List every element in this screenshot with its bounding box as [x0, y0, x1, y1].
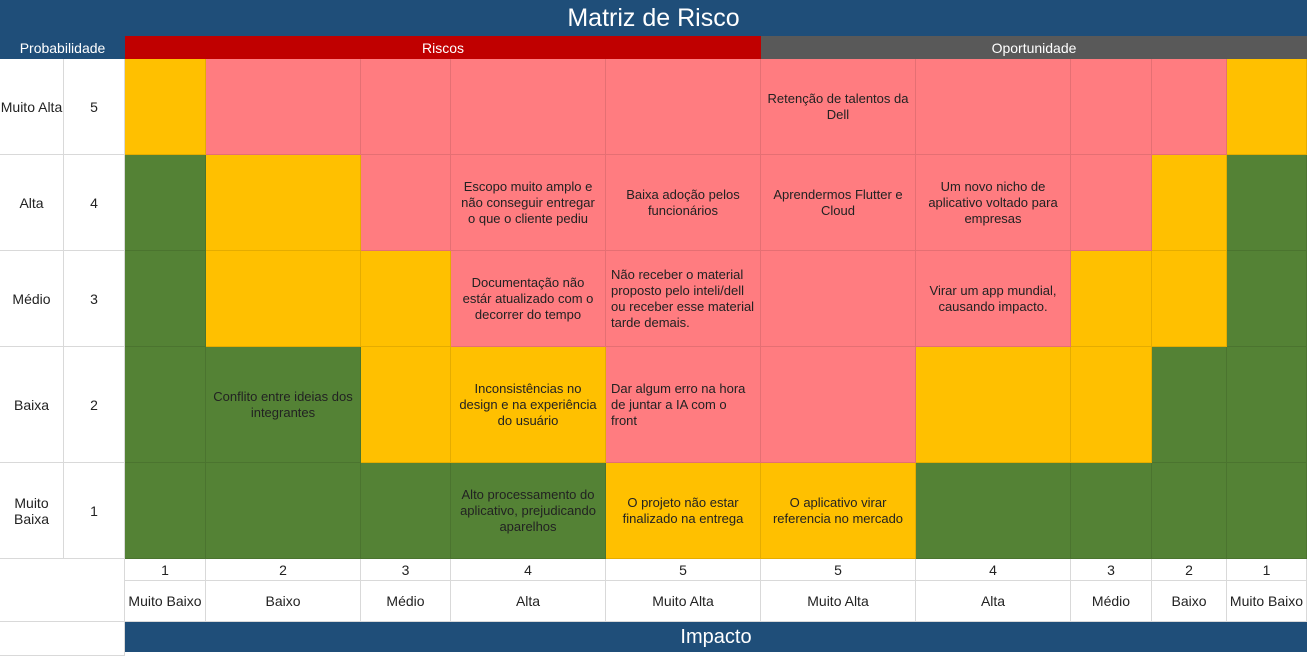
impact-label: Médio	[361, 581, 451, 622]
risk-item: Alto processamento do aplicativo, prejud…	[451, 463, 606, 559]
impact-level: 4	[451, 559, 606, 581]
risk-item: Documentação não estár atualizado com o …	[451, 251, 606, 347]
risk-item: O aplicativo virar referencia no mercado	[761, 463, 916, 559]
probability-level: 5	[64, 59, 125, 155]
probability-level: 2	[64, 347, 125, 463]
impact-label: Alta	[916, 581, 1071, 622]
impact-level: 5	[606, 559, 761, 581]
risk-item: Conflito entre ideias dos integrantes	[206, 347, 361, 463]
matrix-cell	[125, 251, 206, 347]
risk-item: Baixa adoção pelos funcionários	[606, 155, 761, 251]
risk-item: Retenção de talentos da Dell	[761, 59, 916, 155]
matrix-cell	[916, 59, 1071, 155]
impact-level: 3	[361, 559, 451, 581]
riscos-header: Riscos	[125, 36, 761, 59]
probability-level: 3	[64, 251, 125, 347]
impact-label: Muito Alta	[606, 581, 761, 622]
matrix-cell	[1227, 463, 1307, 559]
risk-item: Inconsistências no design e na experiênc…	[451, 347, 606, 463]
risk-item: O projeto não estar finalizado na entreg…	[606, 463, 761, 559]
impact-footer-corner	[0, 622, 125, 656]
matrix-cell	[361, 463, 451, 559]
risk-item: Aprendermos Flutter e Cloud	[761, 155, 916, 251]
probability-level: 1	[64, 463, 125, 559]
impact-corner	[0, 559, 125, 622]
probability-label: Muito Alta	[0, 59, 64, 155]
impact-level: 3	[1071, 559, 1152, 581]
impact-label: Muito Baixo	[1227, 581, 1307, 622]
impact-label: Médio	[1071, 581, 1152, 622]
matrix-cell	[1071, 155, 1152, 251]
impacto-label: Impacto	[125, 622, 1307, 652]
matrix-cell	[1227, 155, 1307, 251]
impact-level: 2	[206, 559, 361, 581]
matrix-cell	[125, 59, 206, 155]
matrix-cell	[916, 347, 1071, 463]
probability-label: Baixa	[0, 347, 64, 463]
matrix-cell	[1152, 463, 1227, 559]
risk-item: Um novo nicho de aplicativo voltado para…	[916, 155, 1071, 251]
matrix-cell	[1071, 463, 1152, 559]
impact-label: Muito Baixo	[125, 581, 206, 622]
matrix-cell	[125, 463, 206, 559]
matrix-cell	[206, 59, 361, 155]
impact-label: Muito Alta	[761, 581, 916, 622]
matrix-cell	[761, 251, 916, 347]
matrix-cell	[1071, 59, 1152, 155]
impact-level: 5	[761, 559, 916, 581]
impact-label: Baixo	[1152, 581, 1227, 622]
impact-level: 1	[125, 559, 206, 581]
matrix-cell	[761, 347, 916, 463]
matrix-cell	[1152, 59, 1227, 155]
matrix-cell	[361, 251, 451, 347]
impact-level: 1	[1227, 559, 1307, 581]
impact-level: 2	[1152, 559, 1227, 581]
matrix-cell	[206, 463, 361, 559]
matrix-cell	[1152, 347, 1227, 463]
probability-label: Médio	[0, 251, 64, 347]
matrix-cell	[1227, 251, 1307, 347]
matrix-cell	[916, 463, 1071, 559]
page-title: Matriz de Risco	[0, 0, 1307, 36]
probability-level: 4	[64, 155, 125, 251]
impact-level: 4	[916, 559, 1071, 581]
matrix-cell	[1152, 251, 1227, 347]
matrix-cell	[206, 155, 361, 251]
risk-item: Não receber o material proposto pelo int…	[606, 251, 761, 347]
matrix-cell	[125, 155, 206, 251]
matrix-cell	[1227, 59, 1307, 155]
matrix-cell	[606, 59, 761, 155]
matrix-cell	[361, 347, 451, 463]
probability-label: Muito Baixa	[0, 463, 64, 559]
matrix-cell	[206, 251, 361, 347]
matrix-cell	[451, 59, 606, 155]
matrix-cell	[361, 155, 451, 251]
risk-item: Virar um app mundial, causando impacto.	[916, 251, 1071, 347]
oportunidade-header: Oportunidade	[761, 36, 1307, 59]
matrix-cell	[361, 59, 451, 155]
matrix-cell	[1071, 347, 1152, 463]
probabilidade-header: Probabilidade	[0, 36, 125, 59]
matrix-cell	[125, 347, 206, 463]
impact-label: Alta	[451, 581, 606, 622]
impact-label: Baixo	[206, 581, 361, 622]
matrix-cell	[1071, 251, 1152, 347]
matrix-cell	[1227, 347, 1307, 463]
probability-label: Alta	[0, 155, 64, 251]
risk-item: Dar algum erro na hora de juntar a IA co…	[606, 347, 761, 463]
risk-item: Escopo muito amplo e não conseguir entre…	[451, 155, 606, 251]
matrix-cell	[1152, 155, 1227, 251]
